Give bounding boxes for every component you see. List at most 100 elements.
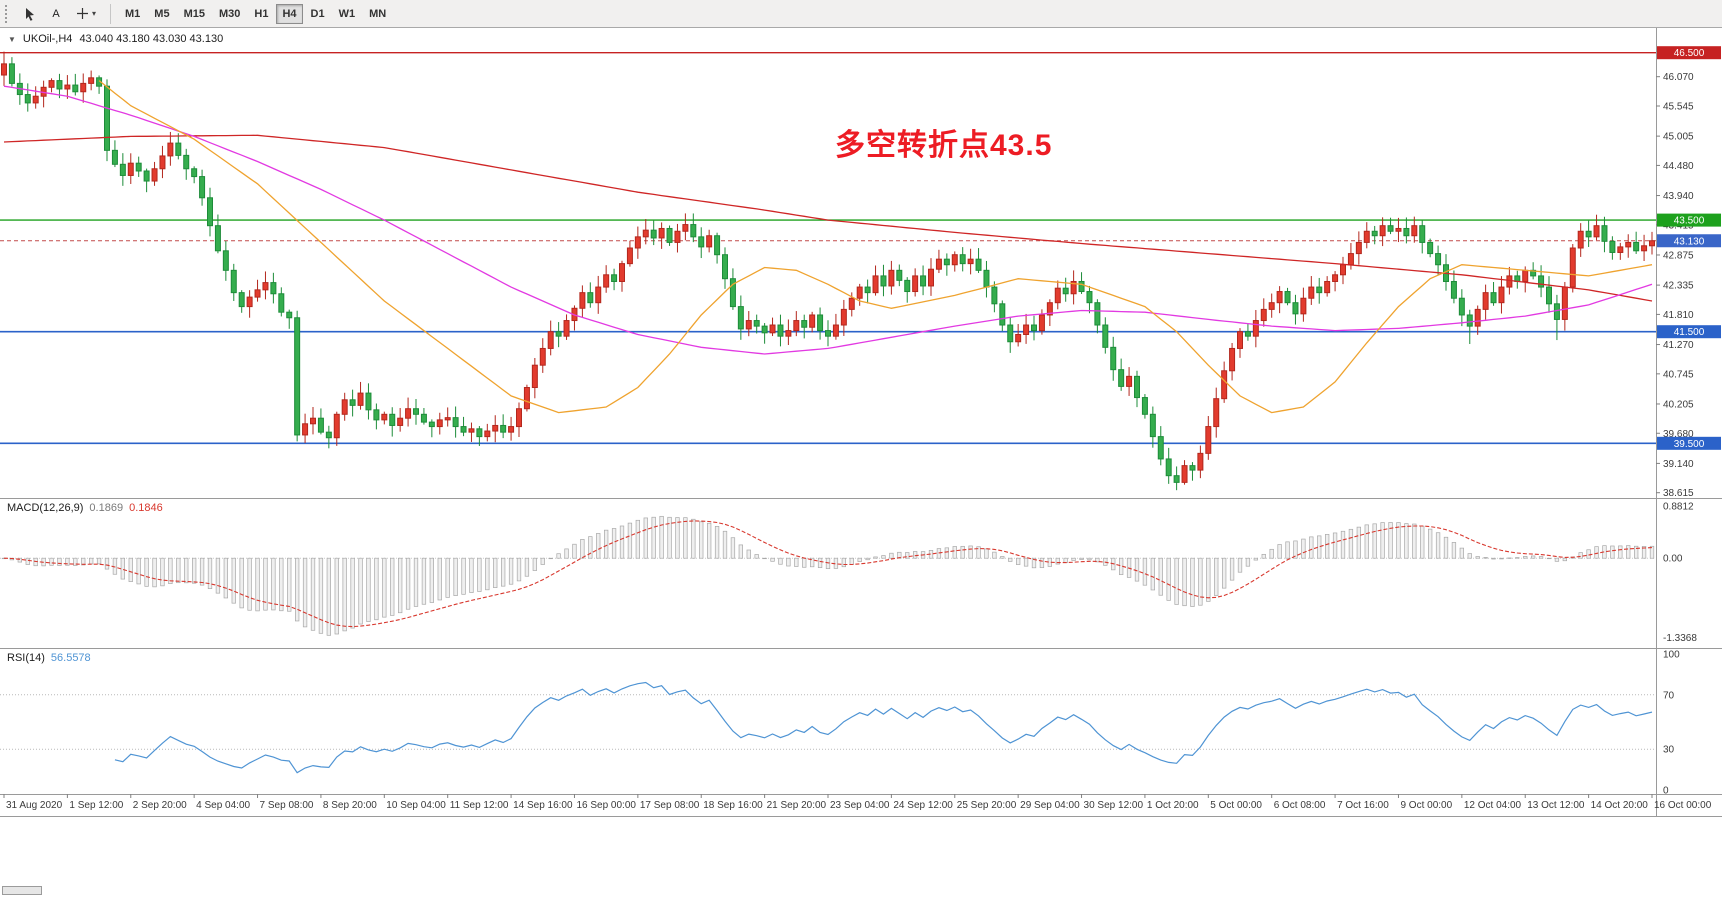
svg-text:39.500: 39.500	[1674, 439, 1705, 450]
svg-text:24 Sep 12:00: 24 Sep 12:00	[893, 800, 953, 811]
svg-text:25 Sep 20:00: 25 Sep 20:00	[957, 800, 1017, 811]
svg-text:30: 30	[1663, 745, 1675, 756]
status-strip	[0, 820, 1722, 898]
crosshair-tool-button[interactable]: ▾	[70, 4, 102, 24]
price-chart-svg[interactable]: 46.07045.54545.00544.48043.94043.41542.8…	[0, 28, 1722, 820]
svg-text:-1.3368: -1.3368	[1663, 633, 1697, 644]
svg-text:13 Oct 12:00: 13 Oct 12:00	[1527, 800, 1585, 811]
symbol-name: UKOil-,H4	[22, 33, 73, 45]
svg-text:41.500: 41.500	[1674, 327, 1705, 338]
svg-text:43.500: 43.500	[1674, 216, 1705, 227]
svg-text:7 Oct 16:00: 7 Oct 16:00	[1337, 800, 1389, 811]
timeframe-d1-button[interactable]: D1	[305, 4, 331, 24]
svg-text:40.745: 40.745	[1663, 369, 1694, 380]
svg-text:44.480: 44.480	[1663, 161, 1694, 172]
svg-text:5 Oct 00:00: 5 Oct 00:00	[1210, 800, 1262, 811]
svg-text:14 Sep 16:00: 14 Sep 16:00	[513, 800, 573, 811]
svg-text:7 Sep 08:00: 7 Sep 08:00	[260, 800, 314, 811]
svg-text:0: 0	[1663, 786, 1669, 797]
svg-text:1 Sep 12:00: 1 Sep 12:00	[69, 800, 123, 811]
toolbar: A ▾ M1 M5 M15 M30 H1 H4 D1 W1 MN	[0, 0, 1722, 28]
horizontal-scrollbar[interactable]	[2, 886, 42, 895]
svg-text:6 Oct 08:00: 6 Oct 08:00	[1274, 800, 1326, 811]
rsi-label: RSI(14) 56.5578	[7, 652, 91, 664]
level-lines	[0, 51, 1656, 445]
pane-borders	[0, 28, 1722, 817]
svg-text:29 Sep 04:00: 29 Sep 04:00	[1020, 800, 1080, 811]
svg-text:46.500: 46.500	[1674, 48, 1705, 59]
svg-text:9 Oct 00:00: 9 Oct 00:00	[1400, 800, 1452, 811]
ma-line-fast-orange	[98, 80, 1653, 414]
svg-text:1 Oct 20:00: 1 Oct 20:00	[1147, 800, 1199, 811]
timeframe-m15-button[interactable]: M15	[178, 4, 211, 24]
macd-histogram	[1, 515, 1655, 636]
timeframe-m30-button[interactable]: M30	[213, 4, 246, 24]
time-axis-labels: 31 Aug 2020 1 Sep 12:00 2 Sep 20:00 4 Sep 0…	[3, 794, 1712, 811]
svg-text:23 Sep 04:00: 23 Sep 04:00	[830, 800, 890, 811]
svg-text:16 Sep 00:00: 16 Sep 00:00	[576, 800, 636, 811]
crosshair-icon	[77, 8, 88, 19]
rsi-name: RSI(14)	[7, 652, 45, 664]
svg-text:0.00: 0.00	[1663, 554, 1683, 565]
svg-text:11 Sep 12:00: 11 Sep 12:00	[450, 800, 509, 811]
svg-text:46.070: 46.070	[1663, 72, 1694, 83]
symbol-ohlc-label: ▼ UKOil-,H4 43.040 43.180 43.030 43.130	[8, 33, 223, 45]
svg-text:42.875: 42.875	[1663, 250, 1694, 261]
macd-signal-value: 0.1846	[129, 502, 163, 514]
svg-text:16 Oct 00:00: 16 Oct 00:00	[1654, 800, 1712, 811]
chart-area[interactable]: 46.07045.54545.00544.48043.94043.41542.8…	[0, 28, 1722, 820]
svg-text:43.940: 43.940	[1663, 191, 1694, 202]
timeframe-mn-button[interactable]: MN	[363, 4, 392, 24]
svg-text:39.680: 39.680	[1663, 429, 1694, 440]
svg-text:42.335: 42.335	[1663, 281, 1694, 292]
macd-name: MACD(12,26,9)	[7, 502, 84, 514]
svg-text:45.545: 45.545	[1663, 101, 1694, 112]
chart-annotation: 多空转折点43.5	[835, 129, 1053, 162]
svg-text:45.005: 45.005	[1663, 132, 1694, 143]
svg-text:10 Sep 04:00: 10 Sep 04:00	[386, 800, 446, 811]
svg-text:100: 100	[1663, 650, 1680, 661]
timeframe-m1-button[interactable]: M1	[119, 4, 146, 24]
svg-text:17 Sep 08:00: 17 Sep 08:00	[640, 800, 700, 811]
collapse-triangle-icon[interactable]: ▼	[8, 34, 16, 44]
timeframe-h1-button[interactable]: H1	[248, 4, 274, 24]
toolbar-separator	[110, 3, 112, 24]
svg-text:4 Sep 04:00: 4 Sep 04:00	[196, 800, 250, 811]
svg-text:30 Sep 12:00: 30 Sep 12:00	[1084, 800, 1144, 811]
timeframe-w1-button[interactable]: W1	[333, 4, 362, 24]
ma-line-mid-magenta	[3, 85, 1653, 355]
ma-line-slow-red	[3, 134, 1653, 302]
ohlc-values: 43.040 43.180 43.030 43.130	[79, 33, 224, 45]
indicator-axis-labels: 0.8812 0.00 -1.3368 100 70 30 0	[1663, 502, 1697, 797]
candles-layer	[1, 51, 1655, 491]
svg-text:14 Oct 20:00: 14 Oct 20:00	[1591, 800, 1649, 811]
svg-text:40.205: 40.205	[1663, 399, 1694, 410]
rsi-value: 56.5578	[50, 652, 91, 664]
text-tool-button[interactable]: A	[44, 4, 68, 24]
svg-text:41.810: 41.810	[1663, 310, 1694, 321]
rsi-line	[114, 681, 1653, 774]
svg-text:43.130: 43.130	[1674, 236, 1705, 247]
svg-text:38.615: 38.615	[1663, 488, 1694, 499]
macd-label: MACD(12,26,9) 0.1869 0.1846	[7, 502, 163, 514]
svg-text:2 Sep 20:00: 2 Sep 20:00	[133, 800, 187, 811]
caret-down-icon: ▾	[92, 9, 97, 18]
price-axis-labels: 46.07045.54545.00544.48043.94043.41542.8…	[1656, 72, 1694, 499]
cursor-tool-button[interactable]	[18, 4, 42, 24]
timeframe-h4-button[interactable]: H4	[276, 3, 303, 24]
svg-text:31 Aug 2020: 31 Aug 2020	[6, 800, 63, 811]
svg-text:39.140: 39.140	[1663, 459, 1694, 470]
toolbar-grip[interactable]	[5, 4, 11, 23]
svg-text:0.8812: 0.8812	[1663, 502, 1694, 513]
cursor-icon	[26, 7, 34, 21]
timeframe-m5-button[interactable]: M5	[148, 4, 175, 24]
svg-text:8 Sep 20:00: 8 Sep 20:00	[323, 800, 377, 811]
price-badges: 46.500 43.500 43.130 41.500 39.500	[1657, 46, 1721, 450]
svg-text:41.270: 41.270	[1663, 340, 1694, 351]
svg-text:18 Sep 16:00: 18 Sep 16:00	[703, 800, 763, 811]
svg-text:12 Oct 04:00: 12 Oct 04:00	[1464, 800, 1522, 811]
macd-signal-line	[3, 520, 1653, 628]
macd-main-value: 0.1869	[89, 502, 124, 514]
svg-text:21 Sep 20:00: 21 Sep 20:00	[767, 800, 827, 811]
